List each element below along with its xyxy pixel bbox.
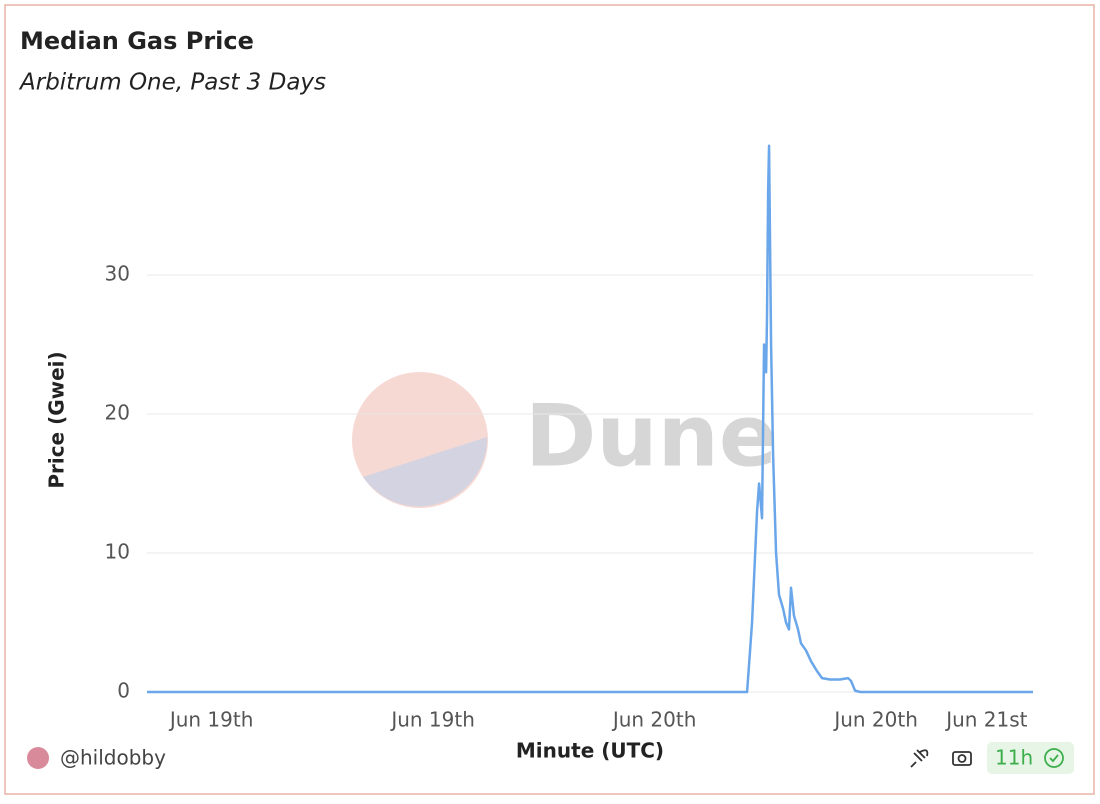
card-border: [4, 4, 1095, 795]
y-tick-label: 20: [105, 401, 130, 425]
x-tick-label: Jun 21st: [944, 708, 1027, 732]
watermark-text: Dune: [525, 386, 777, 486]
y-axis-label: Price (Gwei): [45, 351, 69, 488]
watermark-logo-part: [363, 437, 488, 507]
chart-subtitle: Arbitrum One, Past 3 Days: [18, 70, 326, 96]
x-axis-label: Minute (UTC): [516, 739, 664, 763]
camera-body: [952, 751, 972, 766]
x-tick-label: Jun 20th: [611, 708, 697, 732]
embed-icon-path: [910, 749, 929, 768]
freshness-text: 11h: [995, 746, 1033, 770]
screenshot-icon[interactable]: [952, 751, 972, 766]
data-line: [147, 144, 1033, 694]
y-tick-label: 30: [105, 262, 130, 286]
x-tick-label: Jun 19th: [389, 708, 475, 732]
author-handle[interactable]: @hildobby: [60, 746, 166, 770]
camera-lens: [957, 754, 967, 763]
embed-icon[interactable]: [910, 749, 929, 768]
watermark: Dune: [352, 372, 777, 508]
y-tick-label: 10: [105, 540, 130, 564]
author-avatar: [27, 747, 49, 769]
chart-title: Median Gas Price: [20, 27, 254, 55]
y-tick-label: 0: [117, 679, 130, 703]
plot-area: 0 10 20 30 Jun 19th Jun 19th Jun 20th Jun 20th J…: [105, 144, 1033, 732]
freshness-check-mark: [1049, 754, 1059, 763]
freshness-check: [1044, 748, 1064, 768]
x-tick-label: Jun 19th: [168, 708, 254, 732]
x-tick-label: Jun 20th: [832, 708, 918, 732]
